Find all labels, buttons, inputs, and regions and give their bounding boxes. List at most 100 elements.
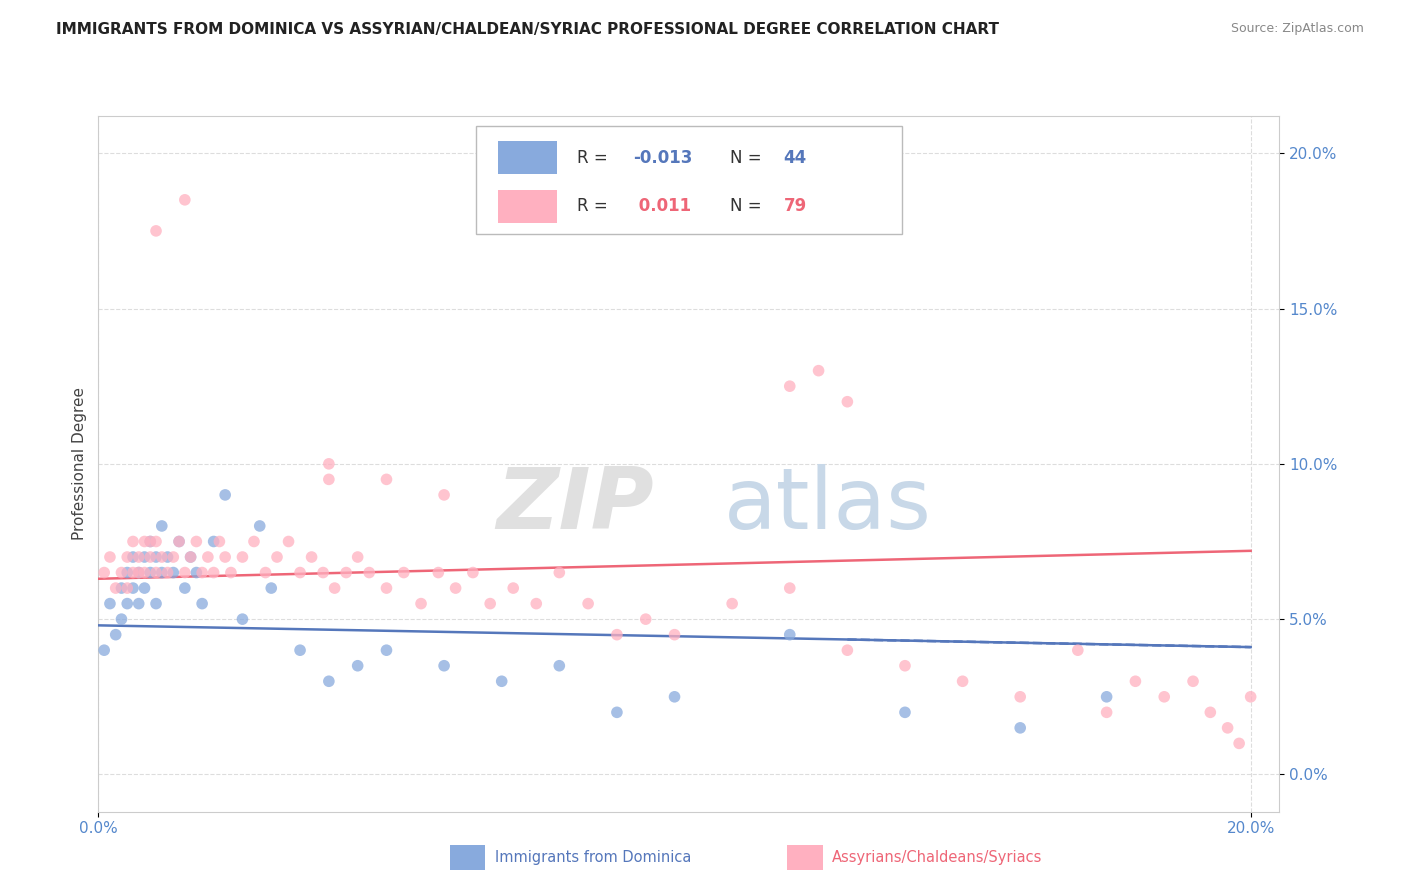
Point: [110, 581, 132, 595]
Y-axis label: Professional Degree: Professional Degree: [72, 387, 87, 541]
Point: [150, 519, 173, 533]
Point: [173, 193, 195, 207]
Point: [1153, 690, 1175, 704]
Point: [952, 674, 974, 689]
Point: [1240, 690, 1263, 704]
Point: [98, 549, 121, 564]
Point: [664, 628, 686, 642]
Point: [139, 549, 162, 564]
Point: [288, 643, 311, 657]
Point: [145, 224, 167, 238]
Point: [197, 549, 219, 564]
Point: [173, 566, 195, 580]
Point: [134, 566, 156, 580]
Point: [318, 457, 340, 471]
Point: [134, 581, 156, 595]
FancyBboxPatch shape: [498, 190, 557, 223]
Point: [375, 472, 398, 486]
Point: [277, 534, 299, 549]
Point: [93, 643, 115, 657]
Point: [312, 566, 335, 580]
Point: [139, 566, 162, 580]
Point: [392, 566, 415, 580]
Point: [208, 534, 231, 549]
Point: [1199, 706, 1222, 720]
Point: [214, 549, 236, 564]
Point: [1125, 674, 1147, 689]
Point: [145, 549, 167, 564]
FancyBboxPatch shape: [477, 127, 901, 235]
Point: [1067, 643, 1090, 657]
Point: [433, 658, 456, 673]
Point: [231, 549, 253, 564]
Point: [202, 566, 225, 580]
Text: Assyrians/Chaldeans/Syriacs: Assyrians/Chaldeans/Syriacs: [832, 850, 1043, 864]
FancyBboxPatch shape: [498, 141, 557, 175]
Point: [1216, 721, 1239, 735]
Point: [104, 628, 127, 642]
Point: [894, 706, 917, 720]
Point: [128, 566, 150, 580]
Point: [122, 549, 145, 564]
Point: [115, 581, 138, 595]
Point: [98, 597, 121, 611]
Point: [167, 534, 190, 549]
Text: N =: N =: [730, 149, 768, 167]
Point: [186, 534, 208, 549]
Text: -0.013: -0.013: [634, 149, 693, 167]
Point: [180, 549, 202, 564]
Point: [93, 566, 115, 580]
Point: [134, 549, 156, 564]
Point: [150, 549, 173, 564]
Point: [110, 612, 132, 626]
Text: ZIP: ZIP: [496, 464, 654, 547]
Point: [134, 534, 156, 549]
Point: [318, 472, 340, 486]
Text: atlas: atlas: [724, 464, 932, 547]
Point: [548, 566, 571, 580]
Text: Immigrants from Dominica: Immigrants from Dominica: [495, 850, 692, 864]
Point: [807, 364, 830, 378]
Point: [110, 566, 132, 580]
Point: [576, 597, 599, 611]
Point: [548, 658, 571, 673]
Text: Source: ZipAtlas.com: Source: ZipAtlas.com: [1230, 22, 1364, 36]
Text: N =: N =: [730, 197, 768, 215]
Point: [606, 628, 628, 642]
Point: [837, 643, 859, 657]
Point: [139, 534, 162, 549]
Point: [150, 566, 173, 580]
Point: [180, 549, 202, 564]
Point: [145, 534, 167, 549]
Point: [122, 581, 145, 595]
Point: [779, 581, 801, 595]
Point: [167, 534, 190, 549]
Point: [779, 379, 801, 393]
Point: [243, 534, 266, 549]
Point: [115, 597, 138, 611]
Point: [145, 566, 167, 580]
Point: [191, 597, 214, 611]
Point: [502, 581, 524, 595]
Point: [524, 597, 547, 611]
Point: [461, 566, 484, 580]
Point: [359, 566, 381, 580]
Point: [122, 566, 145, 580]
Point: [115, 549, 138, 564]
Point: [301, 549, 323, 564]
Text: R =: R =: [576, 149, 613, 167]
Point: [323, 581, 346, 595]
Point: [214, 488, 236, 502]
Point: [1095, 706, 1118, 720]
Point: [139, 534, 162, 549]
Point: [231, 612, 253, 626]
Point: [634, 612, 657, 626]
Text: R =: R =: [576, 197, 613, 215]
Point: [162, 549, 184, 564]
Point: [104, 581, 127, 595]
Point: [162, 566, 184, 580]
Point: [128, 549, 150, 564]
Point: [1010, 721, 1032, 735]
Point: [186, 566, 208, 580]
Point: [837, 394, 859, 409]
